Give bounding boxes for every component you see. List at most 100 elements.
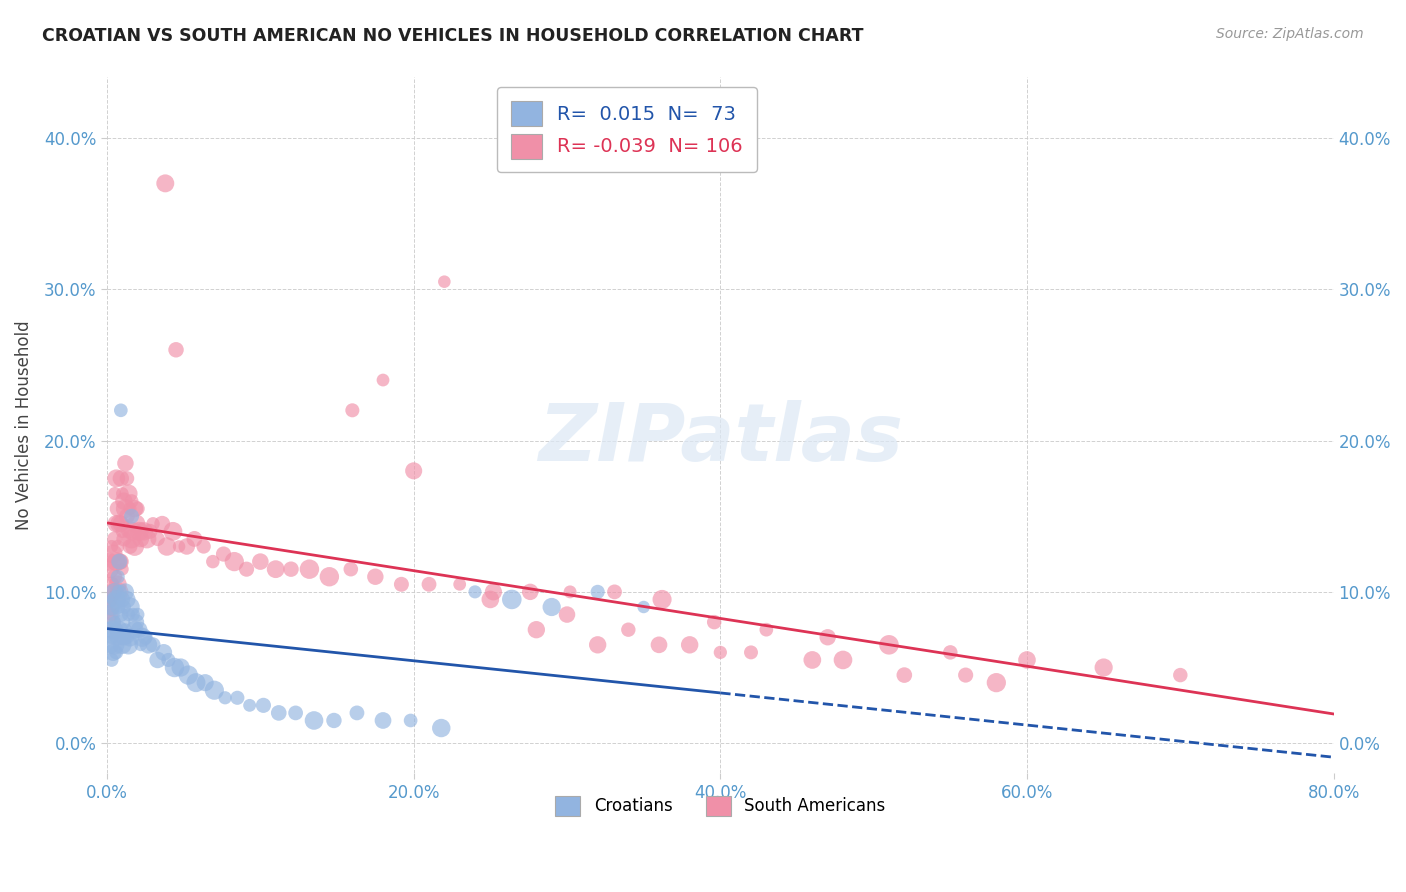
Point (117, 486, 139, 500)
Point (202, 683, 225, 698)
Point (97, 555, 120, 569)
Point (132, 524, 155, 539)
Point (479, 592, 502, 607)
Point (104, 638, 127, 652)
Point (138, 638, 160, 652)
Point (430, 721, 453, 735)
Point (128, 623, 150, 637)
Point (399, 714, 422, 728)
Point (131, 630, 153, 644)
Point (115, 630, 138, 644)
Point (194, 675, 217, 690)
Point (558, 585, 581, 599)
Point (342, 403, 364, 417)
Point (118, 540, 141, 554)
Point (118, 501, 141, 516)
Point (101, 645, 124, 659)
Point (955, 668, 977, 682)
Point (167, 540, 190, 554)
Point (346, 706, 368, 720)
Point (280, 562, 302, 576)
Point (117, 524, 139, 539)
Point (124, 540, 146, 554)
Point (110, 516, 132, 531)
Point (127, 607, 149, 622)
Point (267, 706, 290, 720)
Point (633, 599, 655, 614)
Point (125, 615, 148, 629)
Point (124, 623, 146, 637)
Point (740, 645, 762, 659)
Point (121, 494, 143, 508)
Point (162, 524, 184, 539)
Point (939, 645, 962, 659)
Point (108, 585, 131, 599)
Point (114, 623, 136, 637)
Point (212, 547, 235, 561)
Point (128, 524, 150, 539)
Point (986, 675, 1008, 690)
Point (127, 501, 149, 516)
Point (105, 592, 128, 607)
Point (98, 607, 121, 622)
Point (817, 630, 839, 644)
Point (318, 570, 340, 584)
Point (235, 562, 257, 576)
Point (555, 607, 578, 622)
Point (755, 623, 778, 637)
Point (104, 486, 127, 500)
Point (114, 501, 136, 516)
Point (122, 524, 145, 539)
Point (125, 516, 148, 531)
Point (176, 540, 198, 554)
Point (1015, 653, 1038, 667)
Point (184, 675, 207, 690)
Point (183, 532, 205, 546)
Point (163, 660, 186, 674)
Point (107, 570, 129, 584)
Point (340, 562, 363, 576)
Point (482, 585, 505, 599)
Point (603, 585, 626, 599)
Point (104, 585, 127, 599)
Point (418, 577, 440, 591)
Point (169, 660, 191, 674)
Legend: Croatians, South Americans: Croatians, South Americans (547, 788, 894, 824)
Point (877, 638, 900, 652)
Point (1092, 660, 1115, 674)
Point (121, 509, 143, 524)
Point (150, 516, 173, 531)
Point (226, 690, 249, 705)
Point (105, 555, 128, 569)
Point (177, 668, 200, 682)
Point (115, 592, 138, 607)
Point (156, 540, 179, 554)
Point (111, 486, 134, 500)
Point (214, 690, 236, 705)
Point (114, 585, 136, 599)
Point (100, 577, 122, 591)
Point (110, 403, 132, 417)
Text: Source: ZipAtlas.com: Source: ZipAtlas.com (1216, 27, 1364, 41)
Point (104, 570, 127, 584)
Text: CROATIAN VS SOUTH AMERICAN NO VEHICLES IN HOUSEHOLD CORRELATION CHART: CROATIAN VS SOUTH AMERICAN NO VEHICLES I… (42, 27, 863, 45)
Point (134, 630, 156, 644)
Point (111, 592, 134, 607)
Point (118, 599, 141, 614)
Point (129, 638, 152, 652)
Point (122, 607, 145, 622)
Point (118, 630, 141, 644)
Point (100, 653, 122, 667)
Point (201, 555, 224, 569)
Point (402, 464, 425, 478)
Point (107, 599, 129, 614)
Point (519, 585, 541, 599)
Point (586, 638, 609, 652)
Point (893, 668, 915, 682)
Point (586, 585, 609, 599)
Point (157, 653, 180, 667)
Point (101, 623, 124, 637)
Point (107, 540, 129, 554)
Point (104, 532, 127, 546)
Point (108, 555, 131, 569)
